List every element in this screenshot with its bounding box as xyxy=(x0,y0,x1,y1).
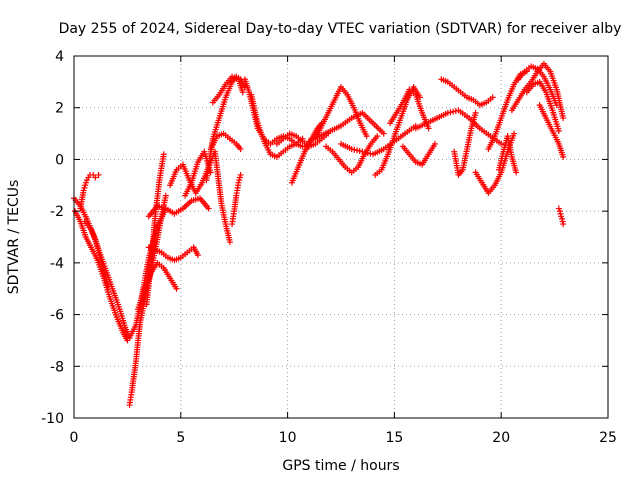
data-point xyxy=(124,337,131,344)
data-point xyxy=(472,109,479,116)
series-sat-track-15 xyxy=(229,171,244,228)
x-tick-label: 10 xyxy=(279,430,297,446)
data-point xyxy=(444,109,451,116)
data-point xyxy=(513,169,520,176)
data-point xyxy=(560,153,567,160)
series-sat-track-14 xyxy=(209,73,246,106)
data-point xyxy=(95,171,102,178)
series-sat-track-35 xyxy=(523,78,562,134)
series-sat-track-31 xyxy=(485,68,530,153)
x-tick-label: 15 xyxy=(385,430,403,446)
data-point-fill xyxy=(356,148,363,155)
series-sat-track-29 xyxy=(451,109,479,178)
series-sat-track-25 xyxy=(387,86,432,132)
y-tick-label: 0 xyxy=(55,152,64,168)
data-point-fill xyxy=(447,109,454,116)
series-sat-track-04 xyxy=(81,218,112,290)
series-sat-track-27 xyxy=(412,107,505,147)
data-point xyxy=(237,171,244,178)
series-sat-track-37 xyxy=(555,205,567,228)
series-sat-track-06 xyxy=(135,259,180,313)
series-sat-track-21 xyxy=(305,109,387,145)
plot-frame xyxy=(73,55,609,419)
data-point xyxy=(237,146,244,153)
series-sat-track-33 xyxy=(508,60,567,122)
data-points xyxy=(71,60,567,409)
data-point-fill xyxy=(362,149,369,156)
y-tick-label: -6 xyxy=(50,308,64,324)
y-tick-label: -2 xyxy=(50,204,64,220)
series-sat-track-34 xyxy=(515,63,560,109)
data-point-fill xyxy=(354,147,361,154)
data-point xyxy=(359,148,366,155)
data-point xyxy=(348,146,355,153)
series-sat-track-32 xyxy=(496,133,520,176)
data-point xyxy=(489,94,496,101)
data-point xyxy=(92,174,99,181)
chart-title: Day 255 of 2024, Sidereal Day-to-day VTE… xyxy=(59,21,622,37)
y-tick-label: 4 xyxy=(55,49,64,65)
series-sat-track-08 xyxy=(145,244,201,264)
data-point xyxy=(555,127,562,134)
data-point xyxy=(511,130,518,137)
series-sat-track-17 xyxy=(248,91,306,160)
series-sat-track-22 xyxy=(323,133,381,176)
series-sat-track-13 xyxy=(207,130,244,153)
data-point xyxy=(553,102,560,109)
series-sat-track-36 xyxy=(536,102,567,160)
series-sat-track-26 xyxy=(399,140,438,168)
x-tick-label: 25 xyxy=(599,430,617,446)
data-point xyxy=(205,205,212,212)
data-point xyxy=(431,140,438,147)
series-sat-track-24 xyxy=(372,84,424,178)
data-point xyxy=(380,130,387,137)
data-point-fill xyxy=(364,149,371,156)
series-sat-track-30 xyxy=(472,130,518,197)
data-point xyxy=(299,143,306,150)
series-sat-track-23 xyxy=(338,122,419,158)
data-point xyxy=(162,192,169,199)
series-sat-track-09 xyxy=(145,195,212,220)
x-axis-label: GPS time / hours xyxy=(282,458,399,474)
data-point xyxy=(425,125,432,132)
x-tick-label: 0 xyxy=(70,430,79,446)
data-point xyxy=(226,239,233,246)
data-point xyxy=(207,169,214,176)
axis-ticks: 0 5 10 15 20 25 -10 -8 -6 -4 -2 0 2 4 xyxy=(41,49,617,446)
data-point xyxy=(560,115,567,122)
data-point xyxy=(239,89,246,96)
data-point-fill xyxy=(450,108,457,115)
y-tick-label: -4 xyxy=(50,256,64,272)
data-point xyxy=(498,140,505,147)
series-sat-track-19 xyxy=(288,120,325,186)
data-point xyxy=(374,133,381,140)
series-sat-track-03 xyxy=(77,171,102,212)
data-point xyxy=(363,133,370,140)
data-point xyxy=(105,283,112,290)
y-axis-label: SDTVAR / TECUs xyxy=(6,180,22,295)
x-tick-label: 20 xyxy=(492,430,510,446)
series-sat-track-28 xyxy=(438,76,496,109)
data-point xyxy=(160,151,167,158)
y-tick-label: -8 xyxy=(50,359,64,375)
data-point-fill xyxy=(452,107,459,114)
data-point xyxy=(194,252,201,259)
data-point-fill xyxy=(351,146,358,153)
series-sat-track-10 xyxy=(167,148,233,246)
x-tick-label: 5 xyxy=(176,430,185,446)
y-tick-label: -10 xyxy=(41,411,64,427)
data-point xyxy=(173,285,180,292)
y-tick-label: 2 xyxy=(55,101,64,117)
data-point xyxy=(560,221,567,228)
